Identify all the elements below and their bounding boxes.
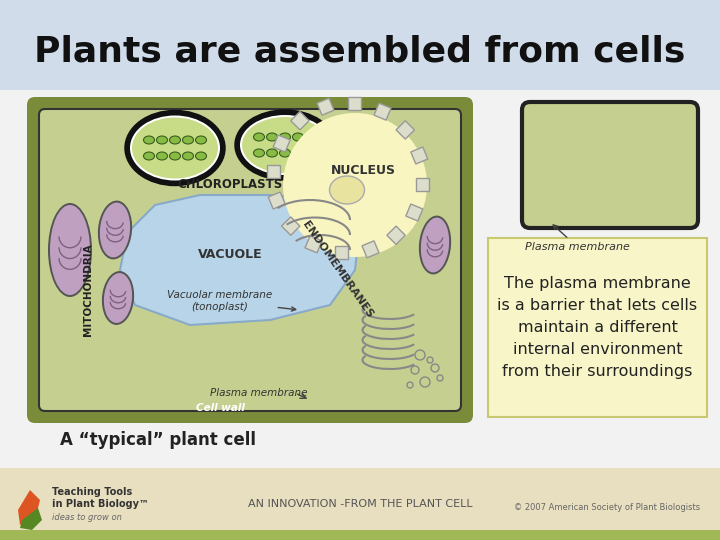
Bar [0, 90, 720, 540]
Ellipse shape [156, 152, 168, 160]
Circle shape [283, 113, 427, 257]
Text: The plasma membrane
is a barrier that lets cells
maintain a different
internal e: The plasma membrane is a barrier that le… [498, 275, 698, 380]
Text: NUCLEUS: NUCLEUS [330, 164, 395, 177]
Ellipse shape [48, 203, 92, 297]
Bar [273, 135, 290, 152]
Bar [387, 226, 405, 245]
Ellipse shape [50, 205, 90, 295]
Polygon shape [120, 195, 360, 325]
FancyBboxPatch shape [488, 238, 707, 417]
Bar [362, 241, 379, 258]
Ellipse shape [292, 149, 304, 157]
Text: in Plant Biology™: in Plant Biology™ [52, 499, 149, 509]
Text: Plasma membrane: Plasma membrane [525, 225, 630, 252]
Bar [0, 530, 720, 540]
Text: CHLOROPLASTS: CHLOROPLASTS [177, 179, 283, 192]
Ellipse shape [305, 149, 317, 157]
Bar [291, 112, 309, 130]
Bar [374, 103, 391, 120]
FancyBboxPatch shape [39, 109, 461, 411]
Bar [268, 192, 285, 209]
FancyBboxPatch shape [522, 102, 698, 228]
Bar [305, 236, 322, 253]
Ellipse shape [126, 111, 224, 185]
Ellipse shape [279, 149, 290, 157]
Ellipse shape [240, 115, 330, 175]
Text: ideas to grow on: ideas to grow on [52, 514, 122, 523]
Ellipse shape [253, 149, 264, 157]
Ellipse shape [182, 152, 194, 160]
Text: AN INNOVATION -FROM THE PLANT CELL: AN INNOVATION -FROM THE PLANT CELL [248, 499, 472, 509]
Text: VACUOLE: VACUOLE [198, 248, 262, 261]
Ellipse shape [253, 133, 264, 141]
Ellipse shape [132, 118, 218, 179]
Ellipse shape [292, 133, 304, 141]
Ellipse shape [102, 271, 134, 325]
Text: © 2007 American Society of Plant Biologists: © 2007 American Society of Plant Biologi… [514, 503, 700, 512]
Bar [0, 0, 720, 90]
Text: Plasma membrane: Plasma membrane [210, 388, 307, 398]
Polygon shape [18, 490, 40, 525]
Ellipse shape [143, 136, 155, 144]
Ellipse shape [169, 136, 181, 144]
Ellipse shape [130, 116, 220, 180]
Bar [282, 217, 300, 235]
Ellipse shape [330, 176, 364, 204]
Ellipse shape [196, 136, 207, 144]
Bar [396, 121, 415, 139]
Ellipse shape [169, 152, 181, 160]
Text: Teaching Tools: Teaching Tools [52, 487, 132, 497]
Ellipse shape [100, 202, 130, 258]
Ellipse shape [279, 133, 290, 141]
Polygon shape [20, 508, 42, 530]
Bar [335, 246, 348, 259]
Ellipse shape [143, 152, 155, 160]
Bar [406, 204, 423, 221]
Ellipse shape [266, 149, 277, 157]
Text: Cell wall: Cell wall [196, 403, 244, 413]
Bar [0, 468, 720, 540]
Ellipse shape [104, 273, 132, 323]
Bar [411, 147, 428, 164]
FancyBboxPatch shape [27, 97, 473, 423]
Text: ENDOMEMBRANES: ENDOMEMBRANES [301, 220, 375, 320]
Ellipse shape [305, 133, 317, 141]
Ellipse shape [266, 133, 277, 141]
Ellipse shape [421, 218, 449, 272]
Bar [348, 97, 361, 110]
Text: MITOCHONDRIA: MITOCHONDRIA [83, 244, 93, 336]
Ellipse shape [236, 111, 334, 179]
Ellipse shape [419, 215, 451, 274]
Ellipse shape [156, 136, 168, 144]
Bar [267, 165, 280, 178]
Ellipse shape [242, 117, 328, 173]
Bar [416, 178, 429, 191]
Ellipse shape [98, 200, 132, 259]
Text: A “typical” plant cell: A “typical” plant cell [60, 431, 256, 449]
Ellipse shape [182, 136, 194, 144]
Text: Plants are assembled from cells: Plants are assembled from cells [35, 35, 685, 69]
Ellipse shape [196, 152, 207, 160]
Text: Vacuolar membrane
(tonoplast): Vacuolar membrane (tonoplast) [167, 290, 296, 312]
Bar [317, 98, 334, 115]
